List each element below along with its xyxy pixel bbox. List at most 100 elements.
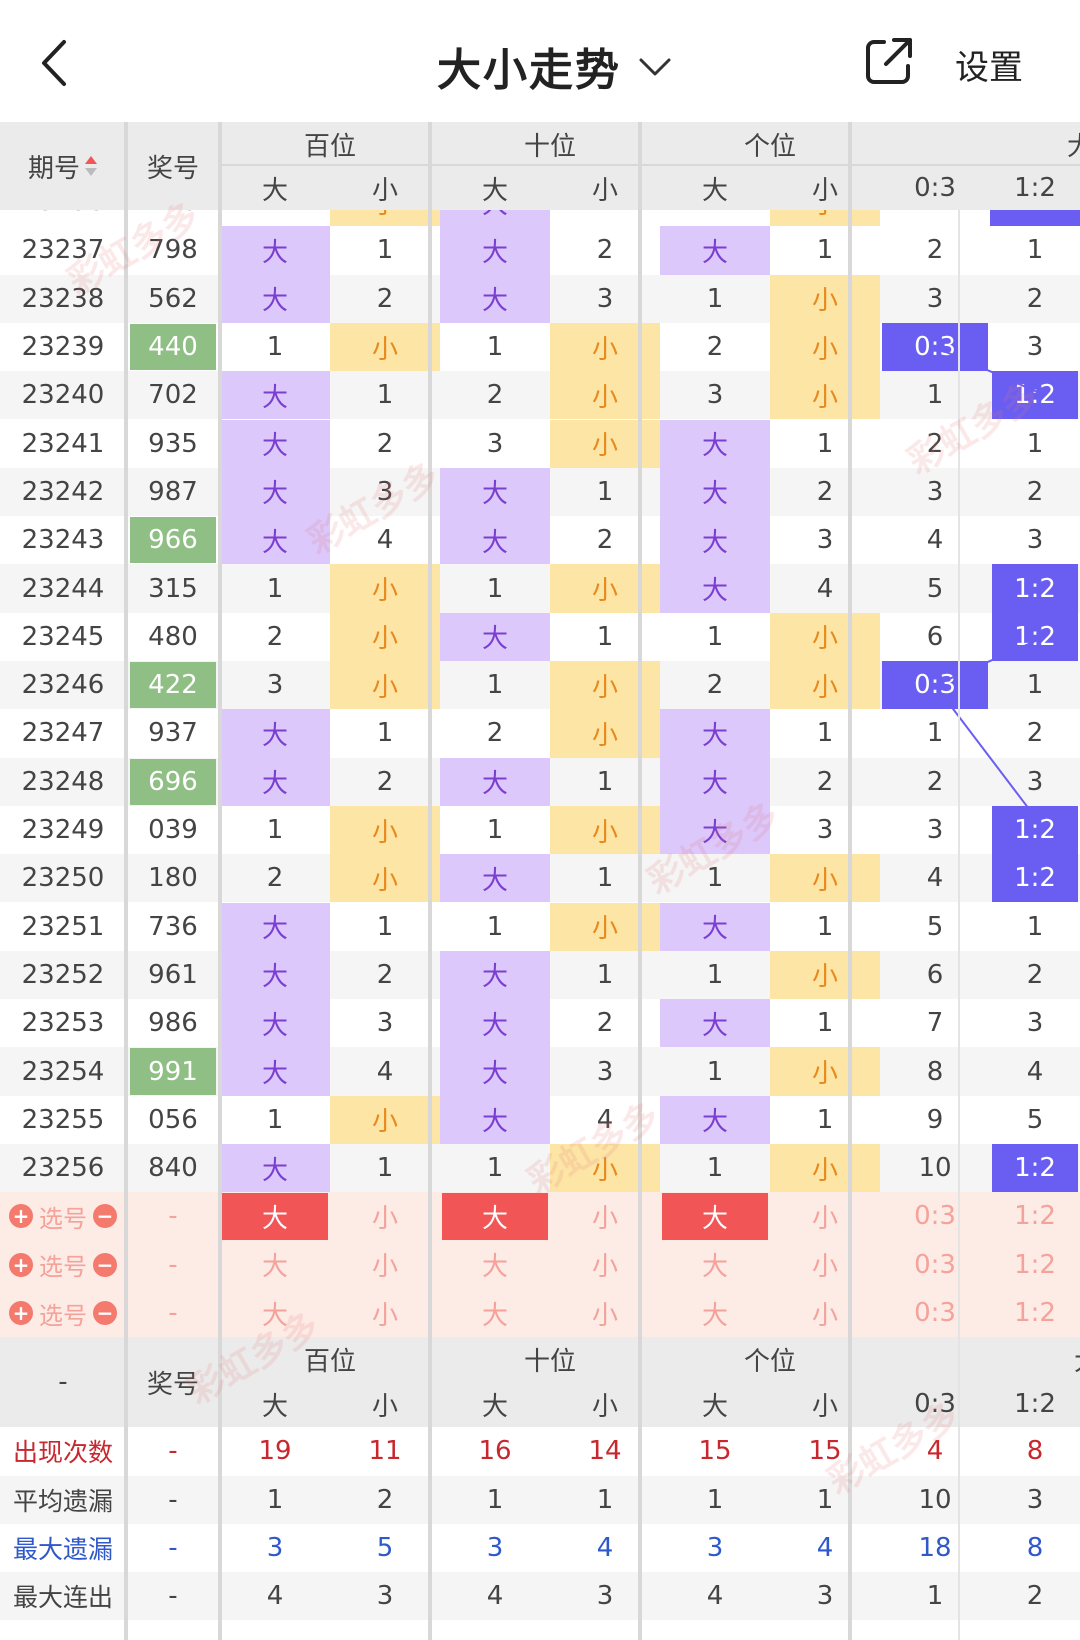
sub-header: 小 [811,175,838,206]
row-number: 702 [148,380,198,411]
trend-cell: 1 [266,1104,284,1135]
select-option[interactable]: 小 [591,1252,618,1283]
select-option[interactable]: 大 [261,1252,288,1283]
back-arrow-icon[interactable] [36,38,76,88]
stat-dash: - [168,1484,178,1515]
row-number: 422 [130,662,216,709]
select-option[interactable]: 大 [222,1193,328,1240]
trend-cell: 2 [926,428,944,459]
trend-cell: 大 [440,950,550,1000]
trend-cell: 2 [706,670,724,701]
settings-button[interactable]: 设置 [955,48,1023,88]
trend-cell: 3 [596,1056,614,1087]
column-divider [124,122,128,1640]
header-divider [218,164,1080,166]
sub-header: 小 [371,175,398,206]
trend-cell: 小 [770,274,880,323]
row-stripe [0,1144,1080,1193]
select-row-dash: - [168,1201,178,1232]
trend-cell: 1 [376,380,394,411]
stat-value: 1 [706,1484,724,1515]
stat-value: 3 [266,1532,284,1563]
select-option[interactable]: 0:3 [914,1201,956,1232]
remove-circle-icon[interactable]: − [93,1204,117,1229]
share-icon[interactable] [862,34,916,88]
add-circle-icon[interactable]: + [9,1301,33,1326]
row-period: 23247 [21,718,105,749]
trend-cell: 小 [770,612,880,661]
row-period: 23246 [21,670,105,701]
trend-cell: 1 [376,235,394,266]
select-option[interactable]: 大 [701,1300,728,1331]
trend-cell: 3 [1026,766,1044,797]
trend-cell: 小 [770,1144,880,1193]
add-circle-icon[interactable]: + [9,1204,33,1229]
trend-cell: 1 [816,718,834,749]
stat-value: 3 [1026,1484,1044,1515]
trend-cell: 大 [660,226,770,275]
row-number: 562 [148,283,198,314]
select-option[interactable]: 1:2 [1014,1298,1056,1329]
trend-cell: 小 [550,805,660,855]
select-option[interactable]: 1:2 [1014,1249,1056,1280]
select-option[interactable]: 小 [591,1300,618,1331]
page-title-dropdown[interactable]: 大小走势 [0,34,1080,98]
trend-cell: 10 [918,1153,952,1184]
column-divider [218,122,222,210]
trend-cell: 1 [816,911,834,942]
select-option[interactable]: 小 [371,1203,398,1234]
row-number: 696 [130,758,216,805]
stat-value: 1 [926,1581,944,1612]
row-number: 966 [130,517,216,564]
row-number: 440 [130,323,216,371]
row-period: 23254 [21,1056,105,1087]
select-option[interactable]: 1:2 [1014,1201,1056,1232]
trend-cell: 大 [440,467,550,517]
trend-cell: 1 [816,235,834,266]
trend-cell: 1:2 [992,854,1078,903]
select-option[interactable]: 0:3 [914,1298,956,1329]
select-option[interactable]: 大 [481,1252,508,1283]
footer-group-header: 大 [1060,1337,1080,1381]
trend-cell: 2 [486,718,504,749]
trend-cell: 大 [440,516,550,565]
add-circle-icon[interactable]: + [9,1252,33,1277]
group-header: 十位 [523,131,576,162]
sub-header: 0:3 [914,173,956,203]
row-period: 23237 [21,235,105,266]
column-divider [218,122,222,1640]
select-option[interactable]: 小 [811,1300,838,1331]
stat-label: 最大遗漏 [12,1534,113,1564]
row-period: 23239 [21,332,105,363]
trend-cell: 1 [926,380,944,411]
trend-cell: 4 [926,525,944,556]
trend-cell: 1 [706,863,724,894]
remove-circle-icon[interactable]: − [93,1301,117,1326]
trend-cell: 小 [550,902,660,951]
stat-dash: - [168,1532,178,1563]
select-option[interactable]: 大 [662,1193,768,1240]
select-option[interactable]: 小 [811,1203,838,1234]
trend-cell: 1 [486,815,504,846]
stat-label: 最大连出 [12,1583,113,1613]
select-option[interactable]: 小 [811,1252,838,1283]
row-number: 935 [148,428,198,459]
trend-cell: 1 [266,332,284,363]
select-option[interactable]: 大 [442,1193,548,1240]
trend-cell: 3 [816,525,834,556]
trend-cell: 1 [596,766,614,797]
sort-period-header[interactable]: 期号 [0,122,126,210]
trend-cell: 2 [816,476,834,507]
select-option[interactable]: 大 [481,1300,508,1331]
select-option[interactable]: 大 [261,1300,288,1331]
trend-cell: 2 [376,283,394,314]
select-option[interactable]: 小 [371,1252,398,1283]
remove-circle-icon[interactable]: − [93,1252,117,1277]
select-option[interactable]: 小 [371,1300,398,1331]
select-option[interactable]: 小 [591,1203,618,1234]
trend-cell: 1 [1026,670,1044,701]
select-option[interactable]: 大 [701,1252,728,1283]
select-option[interactable]: 0:3 [914,1249,956,1280]
row-period: 23253 [21,1008,105,1039]
trend-cell: 3 [376,1008,394,1039]
